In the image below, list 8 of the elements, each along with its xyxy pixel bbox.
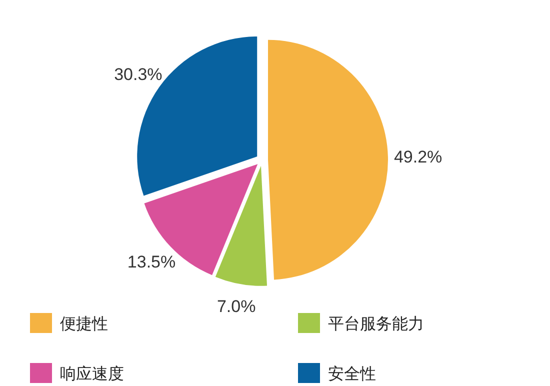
- data-label: 30.3%: [114, 65, 162, 84]
- legend-label: 安全性: [328, 365, 376, 383]
- data-label: 49.2%: [394, 147, 442, 166]
- legend-label: 响应速度: [60, 365, 124, 383]
- data-label: 13.5%: [127, 252, 176, 272]
- legend-label: 便捷性: [60, 315, 108, 333]
- legend-label: 平台服务能力: [328, 315, 424, 333]
- data-label: 7.0%: [216, 296, 256, 316]
